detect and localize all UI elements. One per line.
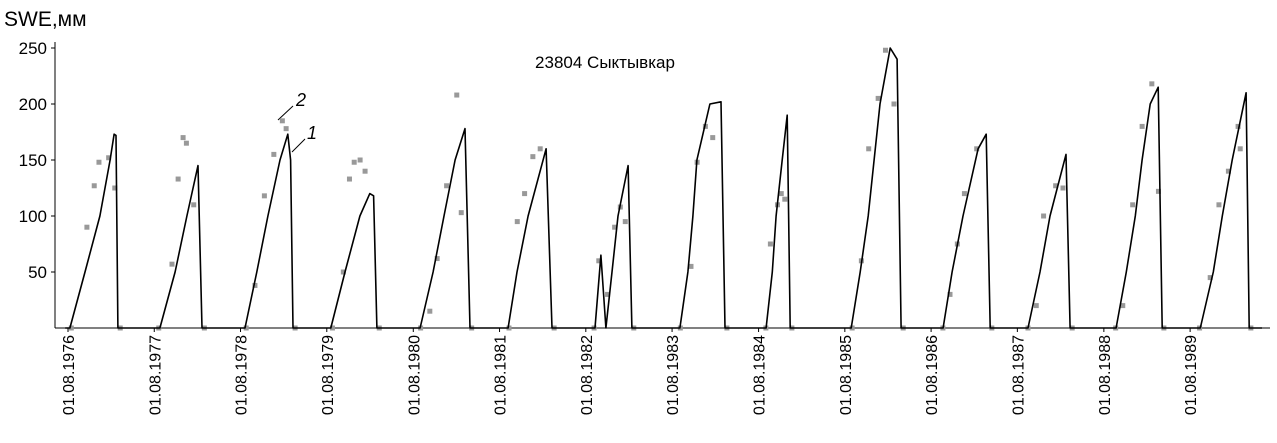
data-point <box>1216 202 1222 208</box>
data-line <box>65 47 1262 329</box>
data-point <box>961 191 967 197</box>
data-point <box>91 183 97 189</box>
data-point <box>596 258 602 264</box>
y-axis-label: SWE,мм <box>4 8 87 31</box>
data-point <box>778 191 784 197</box>
data-point <box>1060 185 1066 191</box>
data-point <box>1237 146 1243 152</box>
data-point <box>866 146 872 152</box>
data-point <box>1149 81 1155 87</box>
data-point <box>329 325 335 331</box>
data-point <box>1139 123 1145 129</box>
x-tick-label: 01.08.1979 <box>320 335 337 415</box>
x-tick-label: 01.08.1984 <box>752 335 769 415</box>
y-tick-label: 100 <box>19 207 47 226</box>
data-point <box>434 256 440 262</box>
data-point <box>357 157 363 163</box>
x-tick-label: 01.08.1985 <box>838 335 855 415</box>
data-point <box>1225 168 1231 174</box>
y-tick-label: 50 <box>28 263 47 282</box>
annotation-leader <box>291 138 306 153</box>
data-point <box>522 191 528 197</box>
data-point <box>947 291 953 297</box>
y-tick-label: 250 <box>19 39 47 58</box>
data-point <box>1120 303 1126 309</box>
data-point <box>782 196 788 202</box>
data-point <box>612 224 618 230</box>
data-point <box>191 202 197 208</box>
x-tick-label: 01.08.1976 <box>61 335 78 415</box>
data-point <box>506 325 512 331</box>
data-point <box>1033 303 1039 309</box>
x-tick-label: 01.08.1989 <box>1183 335 1200 415</box>
data-point <box>882 47 888 53</box>
data-point <box>180 135 186 141</box>
data-point <box>1155 188 1161 194</box>
data-point <box>622 219 628 225</box>
data-point <box>362 168 368 174</box>
data-point <box>183 140 189 146</box>
data-point <box>261 193 267 199</box>
data-point <box>454 92 460 98</box>
data-point <box>112 185 118 191</box>
annotation-leader <box>277 105 294 121</box>
x-tick-label: 01.08.1981 <box>493 335 510 415</box>
data-point <box>849 325 855 331</box>
data-point <box>1041 213 1047 219</box>
data-point <box>605 291 611 297</box>
x-tick-label: 01.08.1983 <box>665 335 682 415</box>
data-point <box>688 263 694 269</box>
data-point <box>458 210 464 216</box>
y-tick-label: 150 <box>19 151 47 170</box>
data-point <box>891 101 897 107</box>
x-tick-label: 01.08.1986 <box>924 335 941 415</box>
data-point <box>1207 275 1213 281</box>
x-tick-label: 01.08.1987 <box>1010 335 1027 415</box>
data-point <box>96 159 102 165</box>
data-point <box>346 176 352 182</box>
data-point <box>710 135 716 141</box>
data-point <box>106 155 112 161</box>
data-point <box>427 308 433 314</box>
data-point <box>279 118 285 124</box>
data-point <box>84 224 90 230</box>
data-point <box>974 146 980 152</box>
data-point <box>175 176 181 182</box>
data-point <box>243 325 249 331</box>
data-point <box>169 261 175 267</box>
series-label: 2 <box>295 90 306 110</box>
x-tick-label: 01.08.1978 <box>234 335 251 415</box>
data-point <box>514 219 520 225</box>
data-point <box>1235 123 1241 129</box>
x-tick-label: 01.08.1988 <box>1097 335 1114 415</box>
y-tick-label: 200 <box>19 95 47 114</box>
data-point <box>444 183 450 189</box>
x-tick-label: 01.08.1980 <box>406 335 423 415</box>
chart-title: 23804 Сыктывкар <box>535 53 675 72</box>
data-point <box>252 282 258 288</box>
x-tick-label: 01.08.1977 <box>147 335 164 415</box>
series-label: 1 <box>307 123 317 143</box>
data-point <box>767 241 773 247</box>
data-point <box>1130 202 1136 208</box>
data-point <box>68 325 74 331</box>
data-point <box>340 269 346 275</box>
data-point <box>530 154 536 160</box>
data-point <box>537 146 543 152</box>
data-point <box>283 126 289 132</box>
data-point <box>351 159 357 165</box>
x-tick-label: 01.08.1982 <box>579 335 596 415</box>
data-point <box>875 95 881 101</box>
data-point <box>271 151 277 157</box>
data-point <box>1053 183 1059 189</box>
